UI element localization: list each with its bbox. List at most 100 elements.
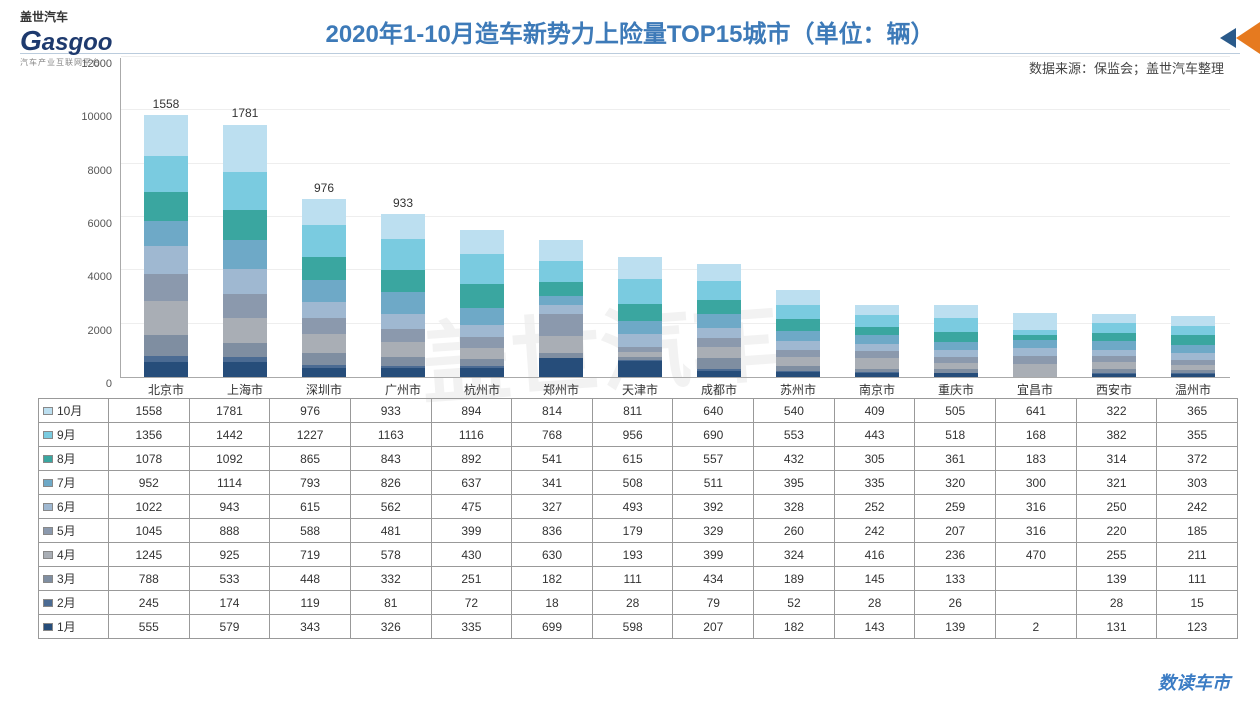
table-cell: 1022 xyxy=(109,495,190,519)
bar-segment xyxy=(934,342,978,351)
bottom-brand: 数读车市 xyxy=(1158,669,1230,695)
y-tick: 4000 xyxy=(88,271,112,283)
bar-segment xyxy=(934,350,978,357)
table-cell: 505 xyxy=(915,399,996,423)
bar-segment xyxy=(776,372,820,377)
table-cell: 518 xyxy=(915,423,996,447)
table-cell: 139 xyxy=(915,615,996,639)
bar-segment xyxy=(223,269,267,294)
table-cell: 719 xyxy=(270,543,351,567)
plot-area: 1558北京市1781上海市976深圳市933广州市杭州市郑州市天津市成都市苏州… xyxy=(120,58,1230,378)
city-label: 深圳市 xyxy=(306,381,342,398)
bar-segment xyxy=(460,284,504,308)
row-month-label: 6月 xyxy=(57,500,76,514)
bar-segment xyxy=(855,315,899,327)
table-cell: 493 xyxy=(592,495,673,519)
bar-segment xyxy=(1092,333,1136,341)
row-month-label: 7月 xyxy=(57,476,76,490)
table-row: 10月1558178197693389481481164054040950564… xyxy=(39,399,1238,423)
table-cell: 579 xyxy=(189,615,270,639)
bar-column xyxy=(460,230,504,377)
table-cell: 615 xyxy=(270,495,351,519)
bar-segment xyxy=(460,308,504,325)
bar-segment xyxy=(776,341,820,350)
bar-segment xyxy=(618,279,662,304)
table-cell: 185 xyxy=(1157,519,1238,543)
data-table: 10月1558178197693389481481164054040950564… xyxy=(38,398,1238,639)
table-cell: 303 xyxy=(1157,471,1238,495)
table-cell: 1558 xyxy=(109,399,190,423)
bar-column xyxy=(1171,316,1215,377)
table-cell: 179 xyxy=(592,519,673,543)
legend-swatch xyxy=(43,623,53,631)
bar-segment xyxy=(855,305,899,316)
table-row: 7月95211147938266373415085113953353203003… xyxy=(39,471,1238,495)
table-cell: 1045 xyxy=(109,519,190,543)
bar-segment xyxy=(381,342,425,357)
table-cell: 562 xyxy=(350,495,431,519)
bar-segment xyxy=(302,199,346,225)
legend-swatch xyxy=(43,527,53,535)
table-cell: 475 xyxy=(431,495,512,519)
table-row: 2月24517411981721828795228262815 xyxy=(39,591,1238,615)
row-month-label: 9月 xyxy=(57,428,76,442)
legend-swatch xyxy=(43,407,53,415)
bar-segment xyxy=(934,332,978,342)
grid-line xyxy=(121,109,1230,110)
bar-segment xyxy=(460,254,504,284)
bar-segment xyxy=(697,328,741,338)
table-cell: 615 xyxy=(592,447,673,471)
bar-column: 976 xyxy=(302,199,346,377)
table-cell: 145 xyxy=(834,567,915,591)
city-label: 苏州市 xyxy=(780,381,816,398)
bar-segment xyxy=(223,294,267,318)
y-axis: 020004000600080001000012000 xyxy=(70,58,120,378)
table-cell: 335 xyxy=(834,471,915,495)
bar-segment xyxy=(1171,316,1215,326)
bar-segment xyxy=(1092,341,1136,350)
table-cell: 508 xyxy=(592,471,673,495)
table-cell: 260 xyxy=(754,519,835,543)
table-row: 5月10458885884813998361793292602422073162… xyxy=(39,519,1238,543)
table-cell: 343 xyxy=(270,615,351,639)
table-cell: 300 xyxy=(996,471,1077,495)
legend-swatch xyxy=(43,455,53,463)
bar-segment xyxy=(144,362,188,377)
table-cell: 28 xyxy=(592,591,673,615)
table-cell: 956 xyxy=(592,423,673,447)
table-cell: 943 xyxy=(189,495,270,519)
bar-column xyxy=(1092,314,1136,377)
bar-top-label: 1558 xyxy=(153,97,180,111)
row-month-label: 3月 xyxy=(57,572,76,586)
table-cell: 1442 xyxy=(189,423,270,447)
bar-segment xyxy=(381,357,425,366)
table-cell: 72 xyxy=(431,591,512,615)
bar-segment xyxy=(460,325,504,338)
bar-segment xyxy=(539,314,583,336)
table-cell: 193 xyxy=(592,543,673,567)
bar-column: 933 xyxy=(381,214,425,377)
table-cell: 1781 xyxy=(189,399,270,423)
table-cell: 811 xyxy=(592,399,673,423)
table-row: 9月13561442122711631116768956690553443518… xyxy=(39,423,1238,447)
table-cell: 399 xyxy=(431,519,512,543)
table-cell: 139 xyxy=(1076,567,1157,591)
table-cell: 220 xyxy=(1076,519,1157,543)
table-cell: 321 xyxy=(1076,471,1157,495)
table-cell: 18 xyxy=(512,591,593,615)
bar-segment xyxy=(539,336,583,353)
table-row: 8月10781092865843892541615557432305361183… xyxy=(39,447,1238,471)
table-cell: 598 xyxy=(592,615,673,639)
bar-column xyxy=(776,290,820,377)
bar-top-label: 933 xyxy=(393,196,413,210)
bar-segment xyxy=(302,280,346,301)
table-cell: 392 xyxy=(673,495,754,519)
table-cell: 434 xyxy=(673,567,754,591)
city-label: 郑州市 xyxy=(543,381,579,398)
bar-segment xyxy=(223,210,267,239)
table-cell: 894 xyxy=(431,399,512,423)
table-row: 6月10229436155624753274933923282522593162… xyxy=(39,495,1238,519)
table-cell: 933 xyxy=(350,399,431,423)
table-cell: 416 xyxy=(834,543,915,567)
table-cell: 826 xyxy=(350,471,431,495)
